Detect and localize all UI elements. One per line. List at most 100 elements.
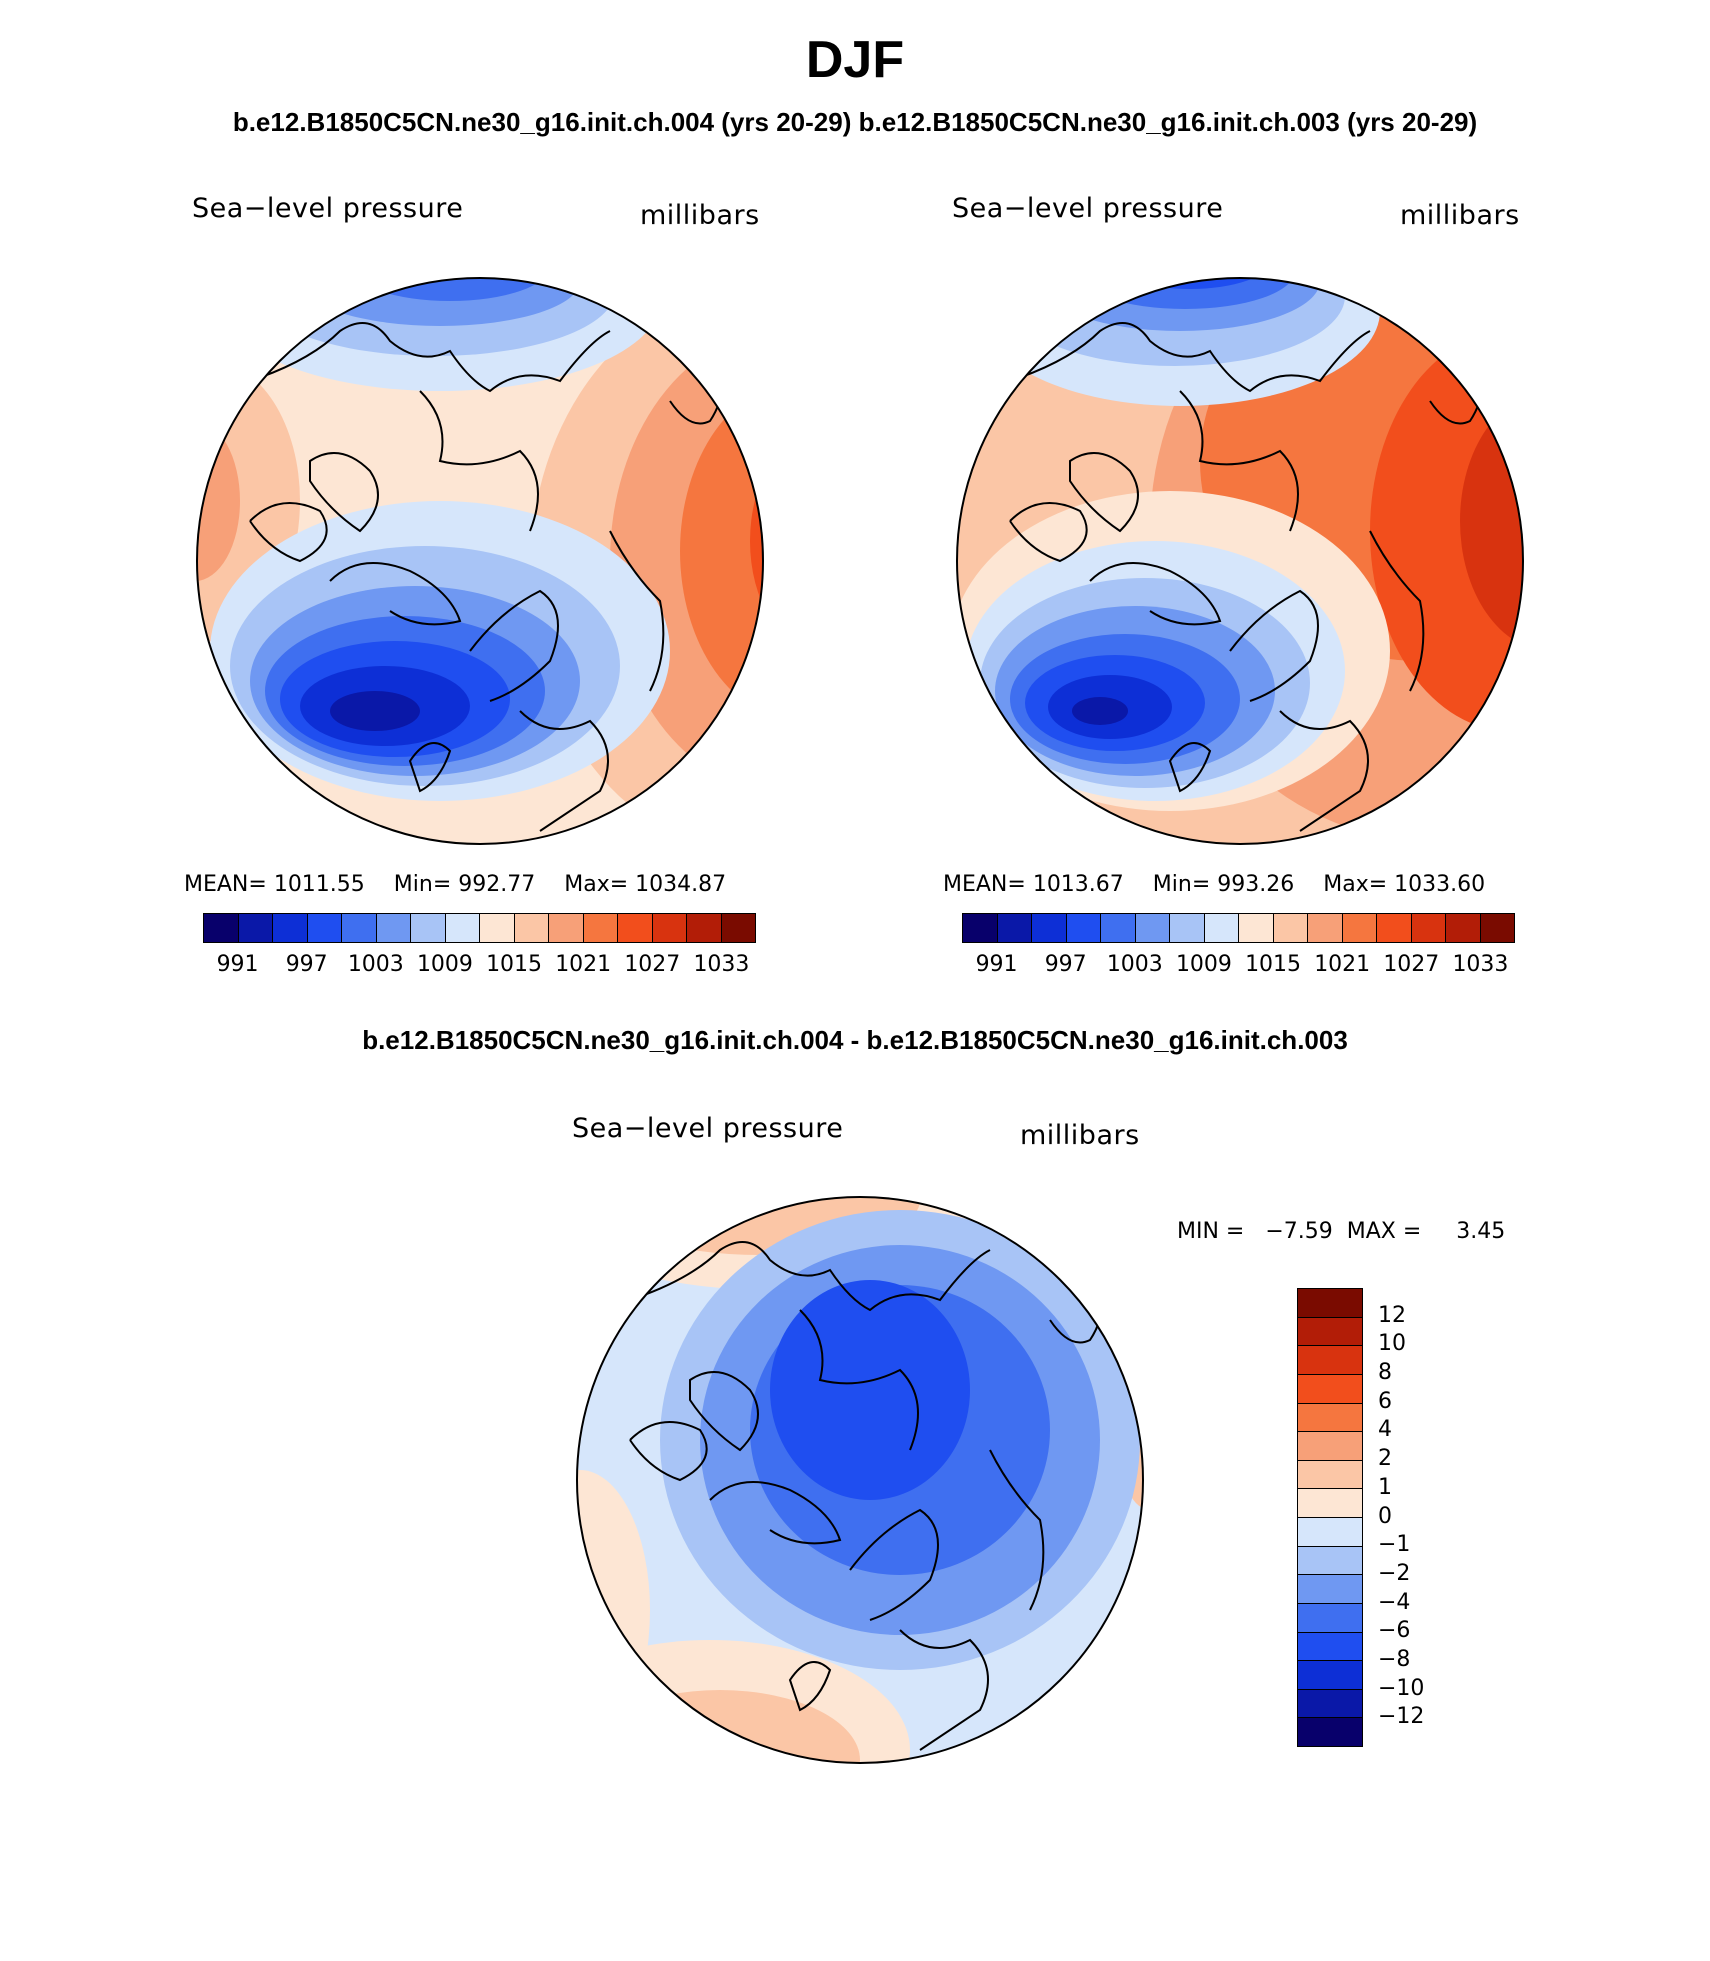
panel1-colorbar-ticks: 991 997 1003 1009 1015 1021 1027 1033 [203, 952, 756, 982]
run-title-right: b.e12.B1850C5CN.ne30_g16.init.ch.003 (yr… [858, 107, 1478, 137]
panel1-colorbar [203, 913, 756, 943]
colorbar-tick-label: −12 [1378, 1704, 1425, 1730]
diff-units: millibars [1020, 1120, 1140, 1151]
panel1-stats: MEAN= 1011.55 Min= 992.77 Max= 1034.87 [184, 872, 748, 897]
colorbar-tick-label: 8 [1378, 1360, 1392, 1386]
colorbar-swatch [1308, 914, 1343, 942]
panel2-map [956, 277, 1524, 845]
colorbar-tick-label: −4 [1378, 1589, 1411, 1615]
colorbar-swatch [1298, 1603, 1362, 1633]
colorbar-swatch [411, 914, 446, 942]
colorbar-tick-label: −10 [1378, 1675, 1425, 1701]
colorbar-swatch [480, 914, 515, 942]
colorbar-tick-label: 1027 [624, 952, 681, 977]
colorbar-swatch [1135, 914, 1170, 942]
colorbar-tick-label: 6 [1378, 1388, 1392, 1414]
colorbar-tick-label: 1033 [1452, 952, 1509, 977]
colorbar-swatch [1298, 1575, 1362, 1604]
run-title-left: b.e12.B1850C5CN.ne30_g16.init.ch.004 (yr… [232, 107, 852, 137]
colorbar-tick-label: 997 [285, 952, 328, 977]
colorbar-swatch [1480, 914, 1514, 942]
colorbar-swatch [1446, 914, 1481, 942]
colorbar-swatch [618, 914, 653, 942]
colorbar-swatch [1298, 1317, 1362, 1347]
colorbar-swatch [1298, 1689, 1362, 1719]
colorbar-swatch [1298, 1346, 1362, 1375]
diff-colorbar [1297, 1288, 1363, 1747]
colorbar-swatch [1298, 1661, 1362, 1690]
panel1-max: Max= 1034.87 [564, 872, 727, 897]
colorbar-swatch [514, 914, 549, 942]
colorbar-tick-label: 10 [1378, 1331, 1406, 1357]
colorbar-swatch [1342, 914, 1377, 942]
difference-title: b.e12.B1850C5CN.ne30_g16.init.ch.004 - b… [362, 1025, 1348, 1055]
colorbar-tick-label: 1009 [416, 952, 473, 977]
colorbar-swatch [1066, 914, 1101, 942]
panel1-min: Min= 992.77 [393, 872, 536, 897]
panel2-variable: Sea−level pressure [952, 193, 1224, 224]
panel2-contour-994 [1072, 697, 1128, 725]
panel2-colorbar-ticks: 991 997 1003 1009 1015 1021 1027 1033 [962, 952, 1515, 982]
panel2-stats: MEAN= 1013.67 Min= 993.26 Max= 1033.60 [943, 872, 1507, 897]
colorbar-tick-label: 1027 [1383, 952, 1440, 977]
diff-minmax: MIN = −7.59 MAX = 3.45 [1177, 1219, 1506, 1244]
panel2-coastlines [1009, 322, 1485, 832]
diff-map-border [576, 1196, 1144, 1764]
run-titles: b.e12.B1850C5CN.ne30_g16.init.ch.004 (yr… [0, 107, 1710, 138]
colorbar-tick-label: 991 [975, 952, 1018, 977]
colorbar-swatch [652, 914, 687, 942]
colorbar-swatch [583, 914, 618, 942]
colorbar-tick-label: 0 [1378, 1503, 1392, 1529]
diff-map [576, 1196, 1144, 1764]
panel1-map [196, 277, 764, 845]
colorbar-swatch [1298, 1718, 1362, 1746]
panel1-variable: Sea−level pressure [192, 193, 464, 224]
colorbar-tick-label: 1 [1378, 1474, 1392, 1500]
colorbar-swatch [997, 914, 1032, 942]
colorbar-tick-label: 1021 [555, 952, 612, 977]
colorbar-tick-label: 1033 [693, 952, 750, 977]
panel1-contour-994 [330, 691, 420, 731]
main-title: DJF [805, 31, 905, 89]
colorbar-swatch [1377, 914, 1412, 942]
colorbar-swatch [1298, 1289, 1362, 1318]
diff-colorbar-ticks: 12 10 8 6 4 2 1 0 −1 −2 −4 −6 −8 −10 −12 [1378, 1288, 1498, 1747]
diff-contour-neg6 [770, 1280, 970, 1500]
panel1-contour-left-warm2 [197, 421, 240, 581]
panel2-map-border [956, 277, 1524, 845]
colorbar-swatch [1239, 914, 1274, 942]
panel2-mean: MEAN= 1013.67 [943, 872, 1124, 897]
colorbar-tick-label: 12 [1378, 1302, 1406, 1328]
panel1-contour-1024 [610, 331, 763, 791]
colorbar-swatch [238, 914, 273, 942]
colorbar-tick-label: 991 [216, 952, 259, 977]
colorbar-swatch [1298, 1632, 1362, 1662]
colorbar-swatch [549, 914, 584, 942]
colorbar-tick-label: 1015 [1245, 952, 1302, 977]
colorbar-swatch [1101, 914, 1136, 942]
colorbar-swatch [1032, 914, 1067, 942]
panel1-mean: MEAN= 1011.55 [184, 872, 365, 897]
colorbar-swatch [1298, 1432, 1362, 1461]
panel2-colorbar [962, 913, 1515, 943]
colorbar-swatch [1273, 914, 1308, 942]
colorbar-tick-label: 1015 [486, 952, 543, 977]
colorbar-tick-label: 2 [1378, 1446, 1392, 1472]
colorbar-swatch [376, 914, 411, 942]
colorbar-tick-label: 997 [1044, 952, 1087, 977]
colorbar-tick-label: 1021 [1314, 952, 1371, 977]
colorbar-swatch [204, 914, 239, 942]
colorbar-swatch [1298, 1546, 1362, 1576]
colorbar-swatch [963, 914, 998, 942]
colorbar-tick-label: −1 [1378, 1532, 1411, 1558]
panel2-units: millibars [1400, 200, 1520, 231]
colorbar-swatch [1204, 914, 1239, 942]
diff-variable: Sea−level pressure [572, 1113, 844, 1144]
colorbar-swatch [721, 914, 755, 942]
colorbar-tick-label: 4 [1378, 1417, 1392, 1443]
colorbar-swatch [1298, 1374, 1362, 1404]
panel1-map-border [196, 277, 764, 845]
colorbar-tick-label: 1009 [1175, 952, 1232, 977]
panel2-min: Min= 993.26 [1152, 872, 1295, 897]
panel1-units: millibars [640, 200, 760, 231]
